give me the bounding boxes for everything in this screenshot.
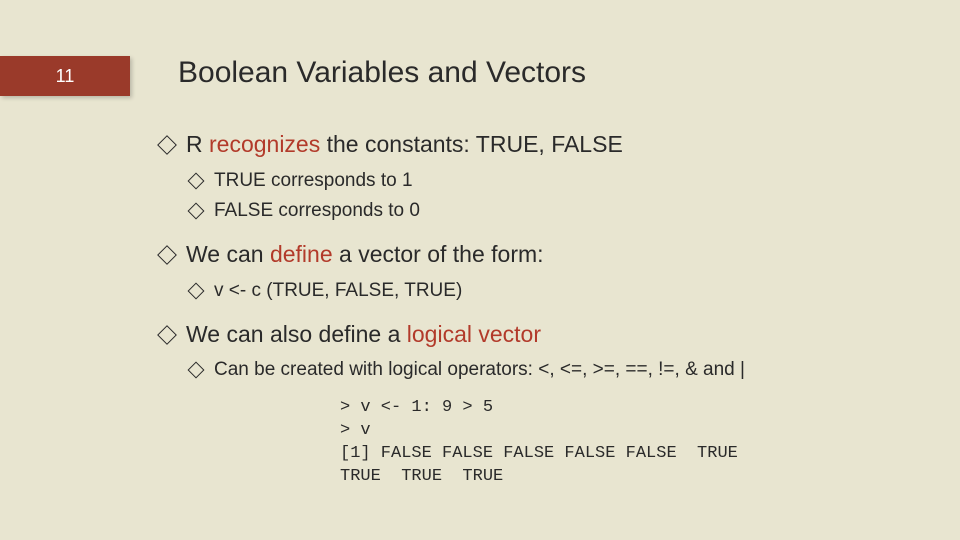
- bullet-level1: R recognizes the constants: TRUE, FALSE: [160, 130, 920, 159]
- bullet-level1: We can also define a logical vector: [160, 320, 920, 349]
- accent-word: recognizes: [209, 131, 320, 157]
- page-number-badge: 11: [0, 56, 130, 96]
- bullet-text: R: [186, 131, 209, 157]
- bullet-level1: We can define a vector of the form:: [160, 240, 920, 269]
- bullet-text: Can be created with logical operators: <…: [214, 359, 745, 380]
- bullet-text: v <- c (TRUE, FALSE, TRUE): [214, 280, 462, 301]
- bullet-text: We can also define a: [186, 321, 407, 347]
- accent-word: logical vector: [407, 321, 541, 347]
- slide-title: Boolean Variables and Vectors: [178, 56, 586, 90]
- bullet-text: TRUE corresponds to 1: [214, 170, 413, 191]
- code-block: > v <- 1: 9 > 5 > v [1] FALSE FALSE FALS…: [340, 397, 900, 489]
- bullet-text: a vector of the form:: [333, 241, 544, 267]
- bullet-level2: Can be created with logical operators: <…: [190, 358, 920, 383]
- bullet-level2: v <- c (TRUE, FALSE, TRUE): [190, 279, 920, 304]
- slide-content: R recognizes the constants: TRUE, FALSE …: [160, 130, 920, 489]
- bullet-text: the constants: TRUE, FALSE: [320, 131, 623, 157]
- bullet-text: FALSE corresponds to 0: [214, 200, 420, 221]
- bullet-level2: TRUE corresponds to 1: [190, 169, 920, 194]
- bullet-level2: FALSE corresponds to 0: [190, 199, 920, 224]
- page-number: 11: [56, 66, 75, 87]
- bullet-text: We can: [186, 241, 270, 267]
- accent-word: define: [270, 241, 333, 267]
